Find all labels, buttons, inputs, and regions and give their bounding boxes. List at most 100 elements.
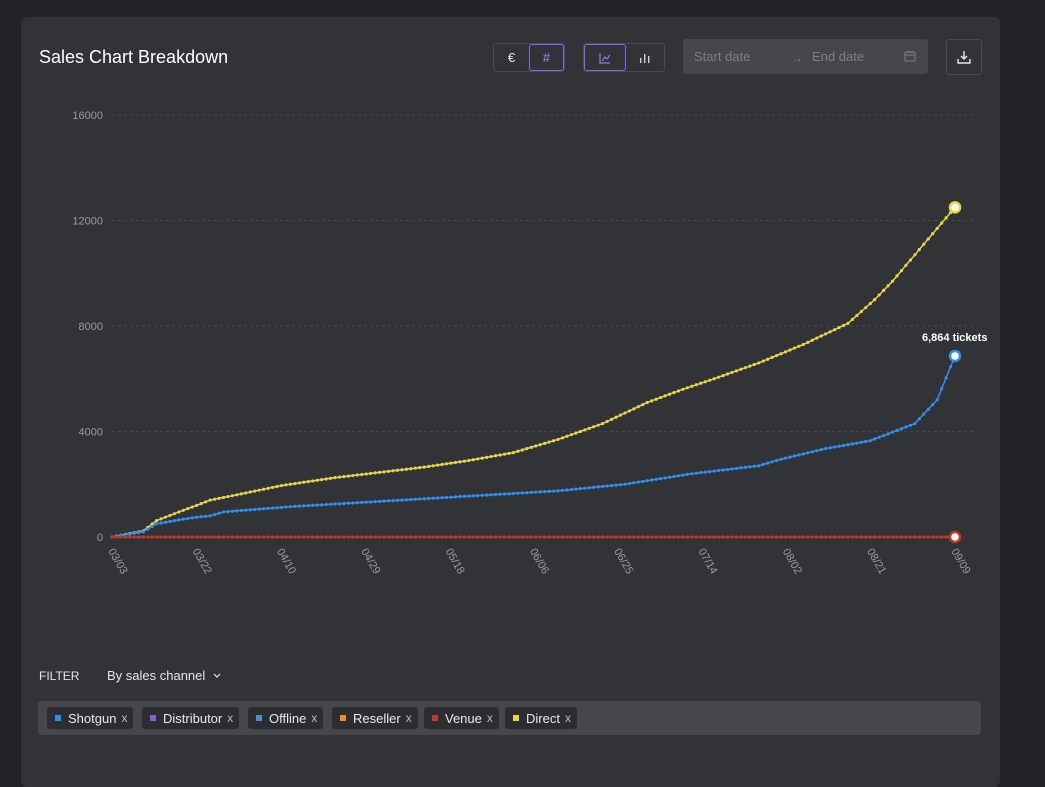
direct-data-point bbox=[355, 473, 359, 477]
chip-direct: Direct x bbox=[505, 707, 577, 729]
direct-data-point bbox=[855, 313, 859, 318]
chip-label: Offline bbox=[269, 710, 307, 726]
venue-data-point bbox=[645, 535, 649, 539]
shotgun-data-point bbox=[886, 432, 890, 436]
venue-data-point bbox=[306, 535, 310, 539]
venue-data-point bbox=[235, 535, 239, 539]
shotgun-data-point bbox=[525, 491, 529, 495]
venue-data-point bbox=[587, 535, 591, 539]
direct-data-point bbox=[837, 325, 841, 330]
shotgun-data-point bbox=[717, 468, 721, 473]
direct-data-point bbox=[248, 490, 252, 494]
chip-remove-direct[interactable]: x bbox=[564, 711, 571, 725]
shotgun-series-line bbox=[111, 355, 956, 538]
venue-data-point bbox=[792, 535, 797, 539]
shotgun-data-point bbox=[703, 470, 707, 474]
x-tick-label: 04/29 bbox=[358, 547, 382, 577]
direct-data-point bbox=[899, 269, 904, 273]
chip-reseller: Reseller x bbox=[332, 707, 418, 729]
venue-data-point bbox=[547, 535, 551, 539]
shotgun-data-point bbox=[560, 488, 565, 493]
direct-data-point bbox=[373, 471, 377, 475]
venue-data-point bbox=[212, 535, 217, 539]
shotgun-data-point bbox=[766, 461, 770, 465]
shotgun-data-point bbox=[810, 450, 814, 454]
venue-data-point bbox=[788, 535, 792, 539]
line-chart-button[interactable] bbox=[584, 44, 626, 71]
chip-remove-shotgun[interactable]: x bbox=[121, 711, 128, 725]
filter-dropdown[interactable]: By sales channel bbox=[107, 668, 221, 683]
shotgun-data-point bbox=[641, 479, 645, 484]
venue-data-point bbox=[832, 535, 837, 539]
end-date-input[interactable]: End date bbox=[812, 49, 865, 64]
venue-data-point bbox=[217, 535, 221, 539]
shotgun-data-point bbox=[859, 440, 863, 444]
offline-color-swatch bbox=[256, 715, 262, 721]
venue-data-point bbox=[922, 535, 926, 539]
chip-remove-reseller[interactable]: x bbox=[405, 711, 412, 725]
venue-data-point bbox=[493, 535, 498, 539]
direct-data-point bbox=[493, 454, 498, 458]
venue-data-point bbox=[815, 535, 819, 539]
chip-remove-venue[interactable]: x bbox=[486, 711, 493, 725]
shotgun-data-point bbox=[551, 489, 556, 493]
shotgun-data-point bbox=[931, 402, 935, 407]
line-chart-icon bbox=[599, 52, 611, 63]
direct-data-point bbox=[574, 431, 578, 435]
direct-data-point bbox=[743, 366, 747, 370]
venue-data-point bbox=[618, 535, 623, 539]
shotgun-data-point bbox=[774, 458, 779, 463]
direct-data-point bbox=[324, 477, 328, 481]
direct-data-point bbox=[418, 466, 422, 470]
venue-data-point bbox=[560, 535, 565, 539]
venue-data-point bbox=[841, 535, 846, 539]
shotgun-data-point bbox=[815, 449, 819, 453]
shotgun-data-point bbox=[172, 519, 177, 523]
sales-line-chart: 0 4000 8000 12000 16000 03/03 03/22 04/10 04/29 0… bbox=[72, 110, 987, 577]
direct-data-point bbox=[797, 344, 801, 348]
venue-data-point bbox=[436, 535, 440, 539]
shotgun-data-point bbox=[386, 499, 391, 503]
chip-remove-distributor[interactable]: x bbox=[227, 711, 234, 725]
venue-data-point bbox=[913, 535, 917, 539]
venue-data-point bbox=[163, 535, 168, 539]
chip-remove-offline[interactable]: x bbox=[311, 711, 318, 725]
date-range-picker[interactable]: Start date → End date bbox=[683, 39, 928, 74]
venue-data-point bbox=[199, 535, 203, 539]
bar-chart-button[interactable] bbox=[626, 44, 664, 71]
direct-data-point bbox=[717, 375, 721, 379]
direct-data-point bbox=[699, 381, 703, 385]
shotgun-data-point bbox=[212, 512, 217, 517]
direct-data-point bbox=[864, 305, 868, 310]
download-button[interactable] bbox=[946, 39, 982, 75]
venue-data-point bbox=[636, 535, 640, 539]
direct-data-point bbox=[221, 495, 226, 500]
venue-data-point bbox=[311, 535, 315, 539]
venue-data-point bbox=[404, 535, 408, 539]
shotgun-data-point bbox=[391, 499, 395, 503]
venue-data-point bbox=[676, 535, 681, 539]
shotgun-data-point bbox=[467, 494, 471, 498]
start-date-input[interactable]: Start date bbox=[694, 49, 751, 64]
direct-data-point bbox=[783, 350, 788, 354]
shotgun-data-point bbox=[257, 507, 261, 511]
venue-data-point bbox=[453, 535, 458, 539]
venue-data-point bbox=[592, 535, 596, 539]
venue-data-point bbox=[828, 535, 832, 539]
shotgun-data-point bbox=[685, 472, 689, 477]
currency-toggle-button[interactable]: € bbox=[507, 50, 516, 65]
count-toggle-button[interactable]: # bbox=[528, 44, 564, 71]
direct-data-point bbox=[413, 466, 417, 470]
chip-venue: Venue x bbox=[424, 707, 499, 729]
venue-data-point bbox=[743, 535, 747, 539]
shotgun-data-point bbox=[743, 465, 747, 469]
venue-data-point bbox=[904, 535, 908, 539]
shotgun-data-point bbox=[609, 483, 614, 488]
venue-data-point bbox=[890, 535, 895, 539]
venue-data-point bbox=[351, 535, 355, 539]
shotgun-data-point bbox=[832, 445, 837, 449]
venue-data-point bbox=[190, 535, 194, 539]
shotgun-data-point bbox=[190, 516, 194, 520]
direct-data-point bbox=[890, 279, 895, 283]
venue-data-point bbox=[690, 535, 694, 539]
